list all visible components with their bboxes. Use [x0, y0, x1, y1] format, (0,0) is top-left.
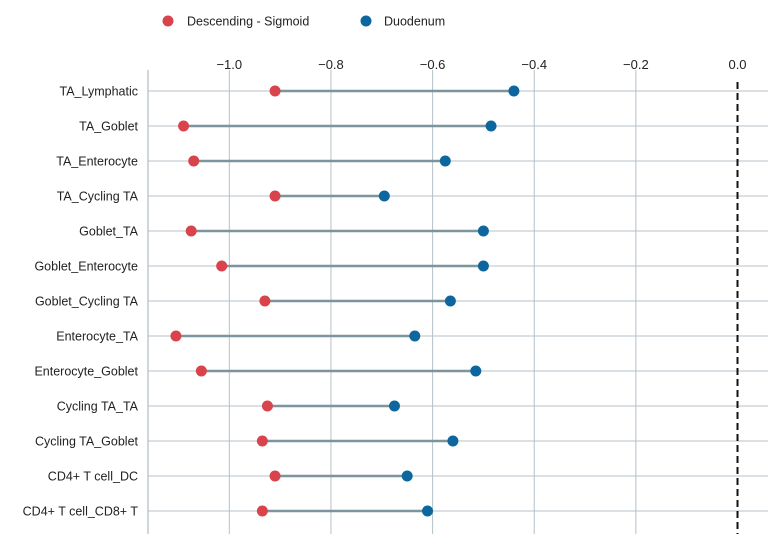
point-duodenum [447, 435, 459, 447]
point-descending-sigmoid [269, 85, 281, 97]
point-duodenum [470, 365, 482, 377]
point-descending-sigmoid [269, 470, 281, 482]
y-tick-label: CD4+ T cell_CD8+ T [23, 505, 139, 519]
point-duodenum [485, 120, 497, 132]
point-descending-sigmoid [216, 260, 228, 272]
y-tick-label: Goblet_Enterocyte [34, 260, 138, 274]
y-tick-label: Cycling TA_Goblet [35, 435, 139, 449]
x-tick-label: −0.8 [318, 57, 344, 72]
y-tick-label: Goblet_Cycling TA [35, 295, 139, 309]
point-duodenum [477, 225, 489, 237]
x-tick-label: −1.0 [216, 57, 242, 72]
point-duodenum [388, 400, 400, 412]
x-tick-label: 0.0 [728, 57, 746, 72]
point-duodenum [378, 190, 390, 202]
point-duodenum [477, 260, 489, 272]
point-descending-sigmoid [195, 365, 207, 377]
y-tick-label: TA_Enterocyte [56, 155, 138, 169]
x-tick-label: −0.4 [521, 57, 547, 72]
y-tick-label: CD4+ T cell_DC [48, 470, 138, 484]
point-descending-sigmoid [259, 295, 271, 307]
point-descending-sigmoid [256, 435, 268, 447]
legend-label: Duodenum [384, 15, 445, 29]
connectors [175, 89, 514, 513]
point-descending-sigmoid [178, 120, 190, 132]
y-tick-label: Cycling TA_TA [57, 400, 139, 414]
point-descending-sigmoid [256, 505, 268, 517]
point-duodenum [508, 85, 520, 97]
y-tick-label: TA_Lymphatic [59, 85, 138, 99]
point-duodenum [422, 505, 434, 517]
labels: −1.0 −0.8 −0.6 −0.4 −0.2 0.0 TA_Lymphatic TA_Go… [23, 57, 747, 519]
y-tick-label: Enterocyte_Goblet [34, 365, 138, 379]
axes [147, 70, 739, 534]
legend-marker [360, 15, 372, 27]
y-tick-label: TA_Goblet [79, 120, 138, 134]
grid [148, 70, 768, 534]
point-descending-sigmoid [269, 190, 281, 202]
point-descending-sigmoid [188, 155, 200, 167]
y-tick-label: Goblet_TA [79, 225, 138, 239]
point-duodenum [409, 330, 421, 342]
point-descending-sigmoid [185, 225, 197, 237]
y-tick-label: TA_Cycling TA [57, 190, 139, 204]
y-tick-label: Enterocyte_TA [56, 330, 138, 344]
legend-label: Descending - Sigmoid [187, 15, 309, 29]
legend-marker [162, 15, 174, 27]
legend: Descending - Sigmoid Duodenum [162, 15, 445, 29]
x-tick-label: −0.2 [623, 57, 649, 72]
points [170, 85, 520, 517]
point-duodenum [401, 470, 413, 482]
x-tick-label: −0.6 [420, 57, 446, 72]
point-duodenum [439, 155, 451, 167]
point-descending-sigmoid [170, 330, 182, 342]
point-descending-sigmoid [261, 400, 273, 412]
point-duodenum [444, 295, 456, 307]
